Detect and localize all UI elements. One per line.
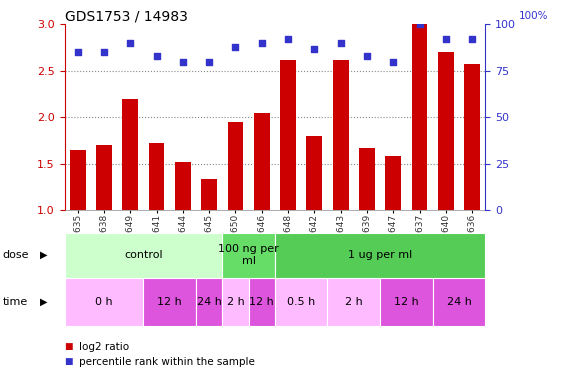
Point bbox=[126, 40, 135, 46]
Text: 12 h: 12 h bbox=[250, 297, 274, 307]
Bar bbox=[306, 136, 322, 210]
Text: 100%: 100% bbox=[519, 10, 549, 21]
Bar bbox=[275, 232, 485, 278]
Bar bbox=[280, 60, 296, 210]
Point bbox=[152, 53, 161, 59]
Bar bbox=[438, 52, 454, 210]
Bar bbox=[385, 156, 401, 210]
Bar bbox=[175, 162, 191, 210]
Text: 24 h: 24 h bbox=[197, 297, 222, 307]
Point bbox=[310, 45, 319, 51]
Text: 2 h: 2 h bbox=[227, 297, 245, 307]
Text: log2 ratio: log2 ratio bbox=[79, 342, 128, 352]
Bar bbox=[65, 278, 144, 326]
Bar bbox=[228, 122, 243, 210]
Text: 12 h: 12 h bbox=[157, 297, 182, 307]
Text: 0 h: 0 h bbox=[95, 297, 113, 307]
Point bbox=[468, 36, 477, 42]
Bar bbox=[380, 278, 433, 326]
Text: 12 h: 12 h bbox=[394, 297, 419, 307]
Text: time: time bbox=[3, 297, 28, 307]
Text: 0.5 h: 0.5 h bbox=[287, 297, 315, 307]
Bar bbox=[328, 278, 380, 326]
Bar bbox=[149, 143, 164, 210]
Bar bbox=[144, 278, 196, 326]
Bar bbox=[464, 64, 480, 210]
Bar bbox=[70, 150, 85, 210]
Text: control: control bbox=[124, 250, 163, 260]
Bar bbox=[196, 278, 222, 326]
Point bbox=[389, 58, 398, 64]
Point bbox=[257, 40, 266, 46]
Text: ▶: ▶ bbox=[40, 297, 48, 307]
Bar bbox=[433, 278, 485, 326]
Bar bbox=[249, 278, 275, 326]
Bar bbox=[96, 145, 112, 210]
Bar bbox=[333, 60, 348, 210]
Bar bbox=[201, 179, 217, 210]
Bar bbox=[275, 278, 328, 326]
Point bbox=[231, 44, 240, 50]
Text: ▶: ▶ bbox=[40, 250, 48, 260]
Text: 2 h: 2 h bbox=[345, 297, 362, 307]
Bar bbox=[254, 112, 270, 210]
Bar bbox=[412, 24, 427, 210]
Text: percentile rank within the sample: percentile rank within the sample bbox=[79, 357, 255, 367]
Bar bbox=[222, 278, 249, 326]
Point bbox=[178, 58, 187, 64]
Point bbox=[442, 36, 450, 42]
Point bbox=[283, 36, 292, 42]
Text: dose: dose bbox=[3, 250, 29, 260]
Text: 100 ng per
ml: 100 ng per ml bbox=[218, 244, 279, 266]
Bar bbox=[222, 232, 275, 278]
Bar bbox=[122, 99, 138, 210]
Point bbox=[415, 21, 424, 27]
Bar bbox=[359, 148, 375, 210]
Point bbox=[362, 53, 371, 59]
Text: ■: ■ bbox=[65, 342, 73, 351]
Text: 1 ug per ml: 1 ug per ml bbox=[348, 250, 412, 260]
Point bbox=[99, 49, 108, 55]
Text: GDS1753 / 14983: GDS1753 / 14983 bbox=[65, 9, 187, 23]
Point bbox=[336, 40, 345, 46]
Point bbox=[205, 58, 214, 64]
Bar bbox=[65, 232, 222, 278]
Point bbox=[73, 49, 82, 55]
Text: 24 h: 24 h bbox=[447, 297, 471, 307]
Text: ■: ■ bbox=[65, 357, 73, 366]
